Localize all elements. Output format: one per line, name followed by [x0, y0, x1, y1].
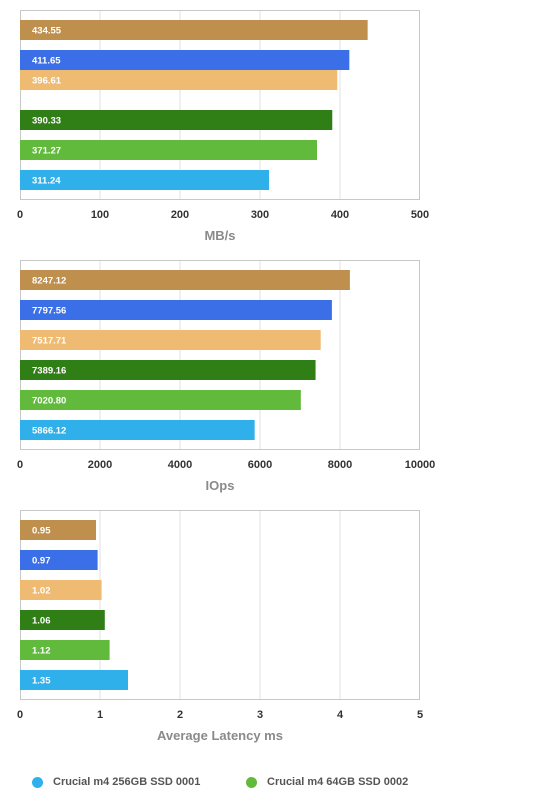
chart-1-tick-label: 500 [411, 209, 429, 221]
chart-2-bar [20, 360, 316, 380]
chart-2-tick-label: 8000 [328, 459, 352, 471]
chart-2-bar [20, 270, 350, 290]
legend-label-256gb: Crucial m4 256GB SSD 0001 [53, 776, 201, 788]
chart-2-tick-label: 2000 [88, 459, 112, 471]
chart-1-bar-label: 390.33 [32, 116, 61, 127]
chart-1-axis-title: MB/s [204, 228, 235, 243]
chart-2-bar [20, 300, 332, 320]
chart-3-tick-label: 5 [417, 709, 423, 721]
chart-2-tick-label: 0 [17, 459, 23, 471]
chart-3-bar [20, 670, 128, 690]
chart-2-bar-label: 8247.12 [32, 276, 66, 287]
legend-label-64gb: Crucial m4 64GB SSD 0002 [267, 776, 409, 788]
legend-swatch-256gb [32, 776, 43, 788]
chart-1-bar [20, 50, 350, 70]
legend-swatch-64gb [246, 776, 257, 788]
chart-2-bar-label: 7020.80 [32, 396, 66, 407]
chart-1-bar [20, 140, 318, 160]
chart-2-bar [20, 420, 255, 440]
chart-2-bar-label: 7797.56 [32, 306, 66, 317]
chart-3-tick-label: 1 [97, 709, 103, 721]
chart-1-bar [20, 170, 269, 190]
chart-3-bar [20, 550, 98, 570]
chart-3-bar-label: 1.02 [32, 586, 51, 597]
chart-3-bar [20, 610, 105, 630]
chart-3-bar [20, 580, 102, 600]
chart-3-bar [20, 640, 110, 660]
chart-2-tick-label: 4000 [168, 459, 192, 471]
chart-3-bar-label: 1.12 [32, 646, 51, 657]
chart-2-bar [20, 390, 301, 410]
chart-1-bar-label: 396.61 [32, 76, 62, 87]
chart-1-tick-label: 300 [251, 209, 269, 221]
chart-3-bar-label: 0.95 [32, 526, 51, 537]
legend: Crucial m4 256GB SSD 0001 Crucial m4 64G… [0, 776, 560, 796]
chart-2-bar-label: 5866.12 [32, 426, 66, 437]
chart-3-frame [20, 510, 420, 700]
chart-2-tick-label: 10000 [405, 459, 436, 471]
chart-3-tick-label: 4 [337, 709, 344, 721]
chart-3-tick-label: 0 [17, 709, 23, 721]
legend-item-64gb: Crucial m4 64GB SSD 0002 [246, 776, 408, 788]
chart-3-tick-label: 2 [177, 709, 183, 721]
chart-2-frame [20, 260, 420, 450]
chart-1-bar-label: 311.24 [32, 176, 61, 187]
chart-1-bar-label: 371.27 [32, 146, 61, 157]
chart-1-tick-label: 100 [91, 209, 109, 221]
chart-1-tick-label: 0 [17, 209, 23, 221]
chart-1-bar [20, 70, 338, 90]
chart-1-bar-label: 411.65 [32, 56, 61, 67]
chart-1-bar [20, 20, 368, 40]
chart-1-frame [20, 10, 420, 200]
chart-3-tick-label: 3 [257, 709, 263, 721]
chart-2-bar-label: 7517.71 [32, 336, 67, 347]
chart-3-bar-label: 1.06 [32, 616, 51, 627]
legend-item-256gb: Crucial m4 256GB SSD 0001 [32, 776, 200, 788]
chart-1-tick-label: 400 [331, 209, 349, 221]
chart-2-bar-label: 7389.16 [32, 366, 66, 377]
chart-3-bar-label: 1.35 [32, 676, 51, 687]
chart-3-bar [20, 520, 96, 540]
chart-2-axis-title: IOps [206, 478, 235, 493]
chart-3-bar-label: 0.97 [32, 556, 51, 567]
chart-1-bar-label: 434.55 [32, 26, 62, 37]
chart-3-axis-title: Average Latency ms [157, 728, 283, 743]
chart-1-tick-label: 200 [171, 209, 189, 221]
chart-2-bar [20, 330, 321, 350]
chart-1-bar [20, 110, 333, 130]
chart-2-tick-label: 6000 [248, 459, 272, 471]
